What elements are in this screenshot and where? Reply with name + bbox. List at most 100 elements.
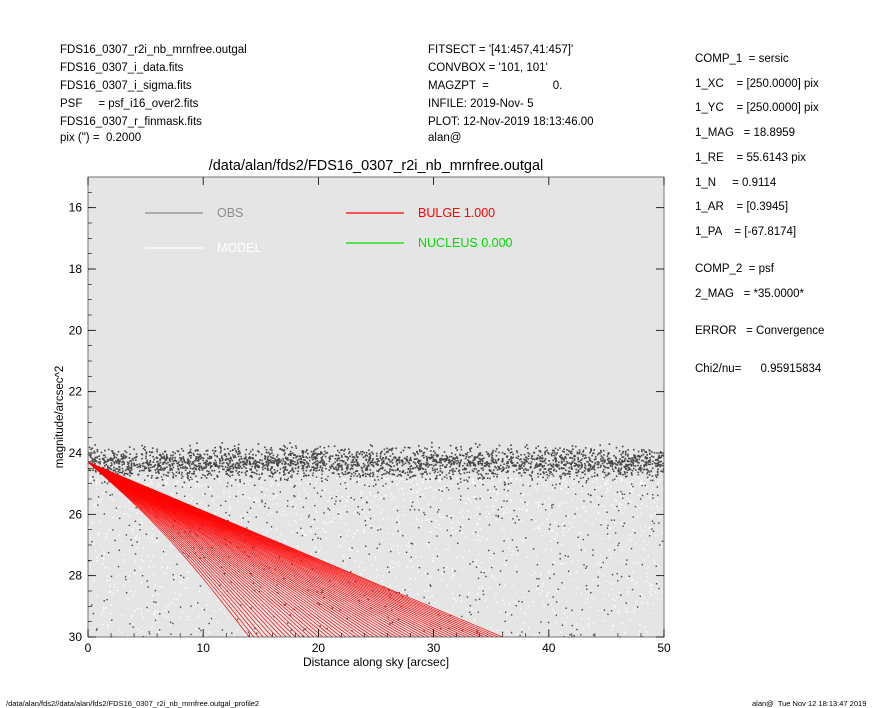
model-point xyxy=(117,589,119,591)
obs-point xyxy=(389,465,392,467)
obs-point xyxy=(542,471,545,474)
obs-point xyxy=(328,469,330,471)
model-point xyxy=(166,482,169,484)
model-point xyxy=(438,514,440,517)
model-point xyxy=(130,590,132,593)
obs-point xyxy=(253,461,255,463)
model-point xyxy=(285,621,287,624)
obs-point xyxy=(310,469,312,471)
obs-point xyxy=(589,464,592,466)
model-point xyxy=(460,531,462,533)
obs-point xyxy=(328,460,331,463)
obs-point xyxy=(409,470,411,472)
obs-point xyxy=(136,541,138,543)
model-point xyxy=(141,522,143,524)
model-point xyxy=(116,642,117,643)
model-point xyxy=(581,490,583,493)
obs-point xyxy=(405,458,408,461)
model-point xyxy=(96,557,98,559)
obs-point xyxy=(231,632,233,634)
model-point xyxy=(105,536,108,538)
model-point xyxy=(530,517,533,519)
obs-point xyxy=(294,467,297,470)
model-point xyxy=(321,492,324,495)
obs-point xyxy=(615,457,617,460)
obs-point xyxy=(628,468,631,471)
obs-point xyxy=(426,459,429,462)
obs-point xyxy=(353,461,356,463)
obs-point xyxy=(533,452,536,454)
obs-point xyxy=(377,529,379,531)
model-point xyxy=(238,580,241,582)
obs-point xyxy=(492,471,494,474)
obs-point xyxy=(245,456,247,458)
obs-point xyxy=(656,473,659,476)
obs-point xyxy=(630,459,633,462)
obs-point xyxy=(236,472,239,474)
obs-point xyxy=(296,455,298,457)
obs-point xyxy=(293,495,295,497)
model-point xyxy=(662,489,664,491)
obs-point xyxy=(104,449,106,452)
obs-point xyxy=(523,471,525,474)
model-point xyxy=(417,490,419,493)
model-point xyxy=(236,600,238,602)
model-point xyxy=(401,478,403,480)
obs-point xyxy=(475,566,478,568)
obs-point xyxy=(384,605,387,608)
obs-point xyxy=(461,629,463,632)
obs-point xyxy=(229,467,232,470)
obs-point xyxy=(503,500,505,502)
obs-point xyxy=(554,452,556,454)
obs-point xyxy=(349,455,351,458)
model-point xyxy=(556,533,558,535)
model-point xyxy=(537,588,539,590)
obs-point xyxy=(660,451,662,453)
obs-point xyxy=(571,609,573,611)
obs-point xyxy=(231,484,233,487)
obs-point xyxy=(540,463,542,465)
model-point xyxy=(184,477,187,479)
obs-point xyxy=(232,470,234,473)
model-point xyxy=(619,492,621,495)
obs-point xyxy=(542,476,544,479)
obs-point xyxy=(552,466,555,468)
obs-point xyxy=(577,465,579,468)
obs-point xyxy=(337,463,340,465)
model-point xyxy=(157,593,159,595)
param-line: COMP_1 = sersic xyxy=(695,53,789,65)
model-point xyxy=(538,593,540,595)
obs-point xyxy=(374,461,376,464)
obs-point xyxy=(148,631,150,633)
obs-point xyxy=(550,453,553,456)
obs-point xyxy=(151,451,154,453)
obs-point xyxy=(658,457,660,459)
obs-point xyxy=(356,475,358,477)
obs-point xyxy=(92,476,94,478)
model-point xyxy=(552,530,554,532)
obs-point xyxy=(288,453,291,455)
obs-point xyxy=(235,470,238,472)
model-point xyxy=(127,525,129,528)
obs-point xyxy=(439,458,441,460)
model-point xyxy=(575,571,578,573)
obs-point xyxy=(553,469,555,472)
obs-point xyxy=(117,458,120,461)
model-point xyxy=(601,646,602,647)
model-point xyxy=(609,582,611,584)
obs-point xyxy=(214,463,217,465)
model-point xyxy=(509,499,512,501)
model-point xyxy=(403,621,406,624)
obs-point xyxy=(621,445,624,448)
obs-point xyxy=(559,475,561,478)
obs-point xyxy=(105,491,107,493)
obs-point xyxy=(551,473,554,476)
obs-point xyxy=(178,472,180,474)
obs-point xyxy=(346,468,348,471)
obs-point xyxy=(384,469,386,472)
model-point xyxy=(128,515,130,517)
obs-point xyxy=(301,467,303,470)
obs-point xyxy=(102,467,104,469)
obs-point xyxy=(207,504,210,507)
obs-point xyxy=(537,472,539,475)
